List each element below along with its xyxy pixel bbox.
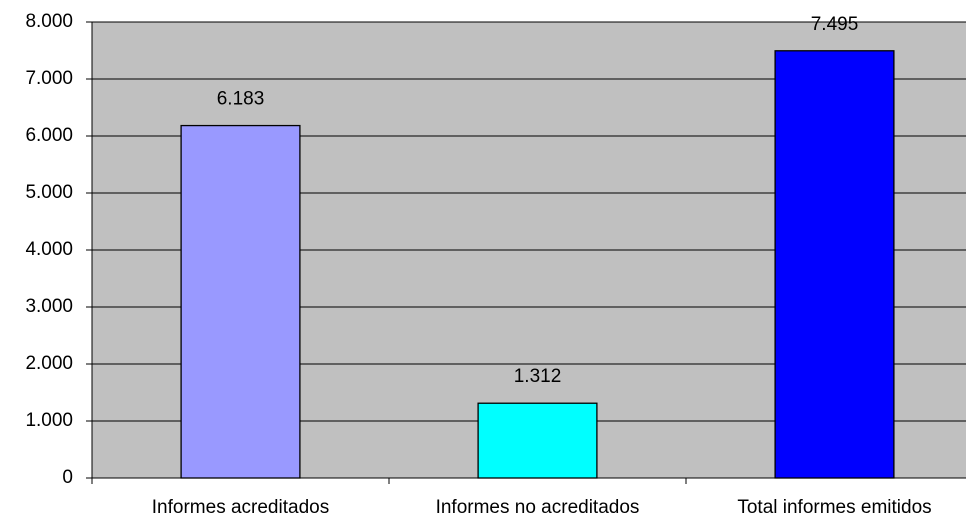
x-tick-label: Informes no acreditados (436, 497, 640, 518)
value-label: 7.495 (811, 14, 859, 35)
value-label: 1.312 (514, 366, 562, 387)
bar (180, 124, 301, 479)
y-tick-label: 3.000 (25, 296, 73, 317)
bar (774, 50, 895, 479)
x-tick-label: Informes acreditados (152, 497, 329, 518)
y-tick-label: 0 (62, 467, 73, 488)
y-tick-label: 5.000 (25, 182, 73, 203)
value-label: 6.183 (217, 89, 265, 110)
y-tick-label: 6.000 (25, 125, 73, 146)
y-tick-label: 2.000 (25, 353, 73, 374)
bar (477, 402, 598, 479)
y-tick-label: 8.000 (25, 11, 73, 32)
y-tick-label: 1.000 (25, 410, 73, 431)
y-tick-label: 7.000 (25, 68, 73, 89)
x-tick-label: Total informes emitidos (737, 497, 931, 518)
y-tick-label: 4.000 (25, 239, 73, 260)
